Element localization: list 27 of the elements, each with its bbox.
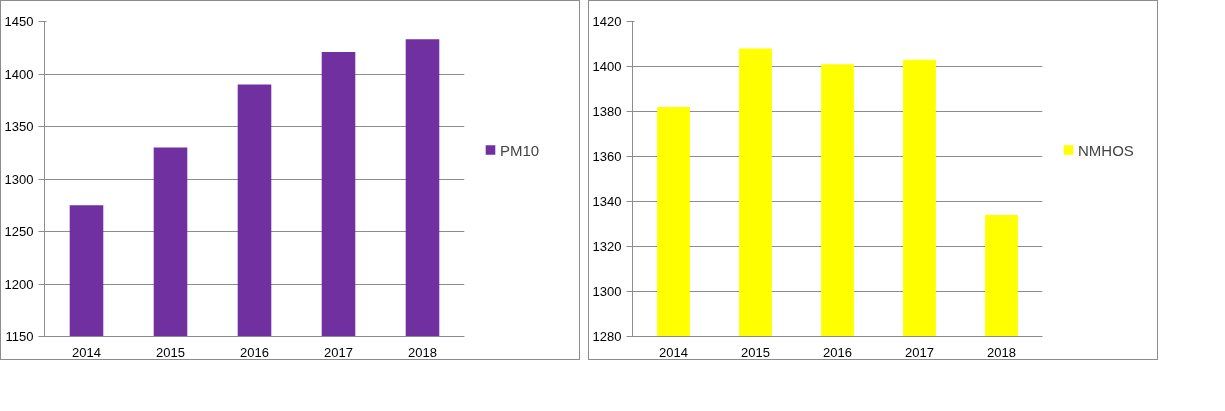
- y-tick-label: 1360: [592, 149, 622, 164]
- legend-label: NMHOS: [1078, 141, 1134, 158]
- legend-label: PM10: [500, 141, 540, 158]
- x-tick-label: 2016: [240, 344, 269, 360]
- y-tick-label: 1400: [4, 66, 34, 82]
- y-tick-label: 1400: [592, 59, 622, 74]
- x-tick-label: 2016: [823, 344, 852, 360]
- x-tick-label: 2014: [659, 344, 688, 360]
- y-tick-label: 1300: [592, 284, 622, 299]
- x-tick-label: 2015: [741, 344, 770, 360]
- y-tick-label: 1250: [4, 224, 34, 239]
- y-tick-label: 1200: [4, 276, 34, 292]
- y-tick-label: 1320: [592, 239, 622, 254]
- y-tick-label: 1280: [592, 329, 622, 344]
- x-tick-label: 2017: [905, 344, 934, 360]
- y-tick-label: 1150: [5, 329, 34, 344]
- x-tick-label: 2018: [987, 344, 1016, 360]
- x-tick-label: 2014: [72, 344, 101, 360]
- y-tick-label: 1420: [592, 14, 622, 29]
- x-tick-label: 2017: [324, 344, 353, 360]
- x-tick-label: 2015: [156, 344, 185, 360]
- y-tick-label: 1340: [592, 194, 622, 209]
- x-tick-label: 2018: [408, 344, 437, 360]
- y-tick-label: 1450: [4, 14, 34, 29]
- y-tick-label: 1380: [592, 104, 622, 119]
- y-tick-label: 1350: [4, 119, 34, 134]
- y-tick-label: 1300: [4, 171, 34, 187]
